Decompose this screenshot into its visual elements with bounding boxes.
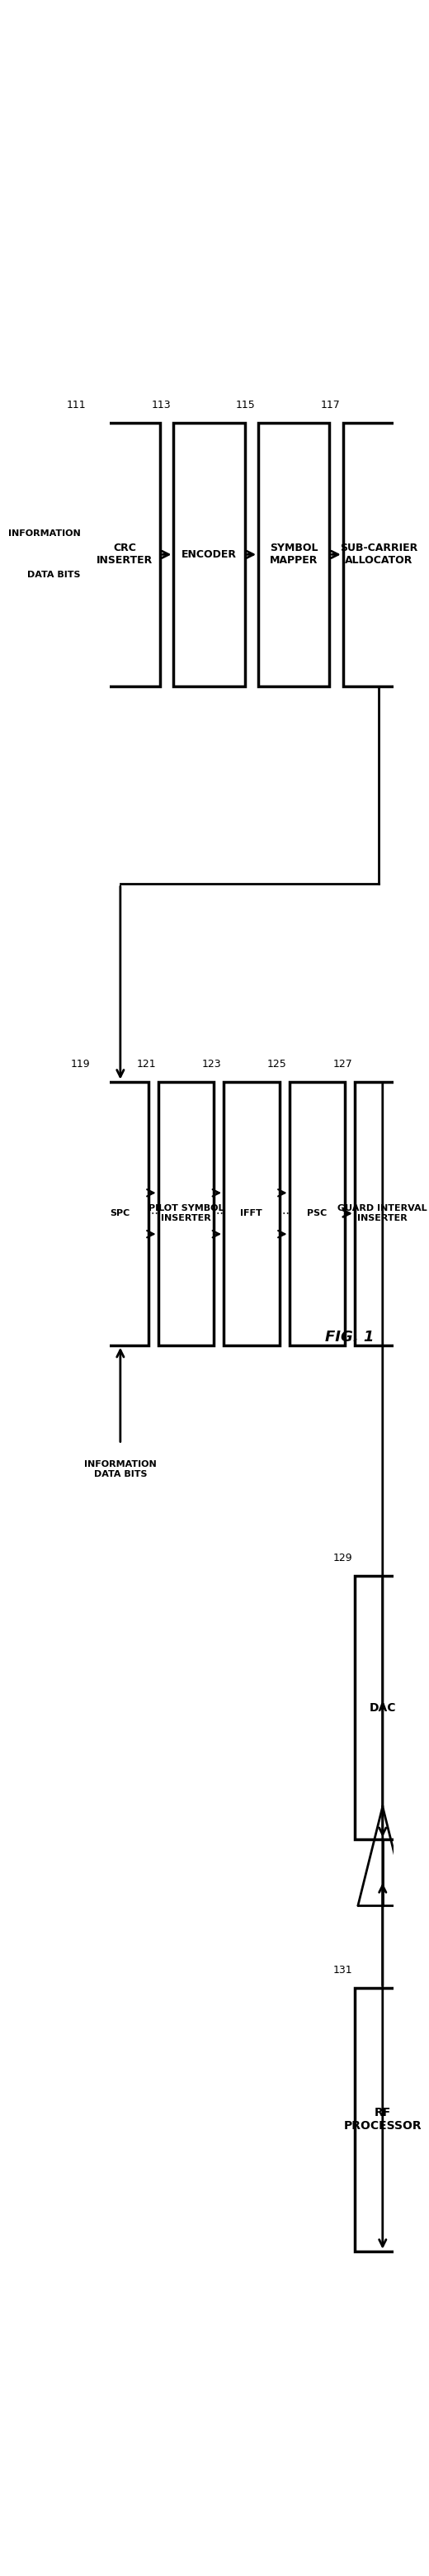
Bar: [258, 422, 329, 685]
Text: 115: 115: [236, 399, 256, 410]
Text: 121: 121: [136, 1059, 156, 1069]
Text: INFORMATION: INFORMATION: [8, 531, 81, 538]
Text: 131: 131: [333, 1965, 353, 1976]
Bar: [343, 422, 414, 685]
Bar: [355, 1082, 411, 1345]
Bar: [89, 422, 160, 685]
Text: SUB-CARRIER
ALLOCATOR: SUB-CARRIER ALLOCATOR: [340, 544, 417, 567]
Text: 113: 113: [151, 399, 171, 410]
Bar: [93, 1082, 148, 1345]
Text: INFORMATION
DATA BITS: INFORMATION DATA BITS: [84, 1461, 157, 1479]
Bar: [289, 1082, 345, 1345]
Text: PSC: PSC: [307, 1208, 327, 1218]
Text: PILOT SYMBOL
INSERTER: PILOT SYMBOL INSERTER: [148, 1206, 224, 1224]
Bar: [158, 1082, 214, 1345]
Text: ENCODER: ENCODER: [181, 549, 237, 559]
Text: 125: 125: [267, 1059, 287, 1069]
Text: IFFT: IFFT: [240, 1208, 263, 1218]
Text: 111: 111: [66, 399, 86, 410]
Text: FIG. 1: FIG. 1: [325, 1329, 375, 1345]
Bar: [355, 1989, 411, 2251]
Text: 117: 117: [320, 399, 340, 410]
Text: 129: 129: [333, 1553, 353, 1564]
Bar: [224, 1082, 279, 1345]
Text: SPC: SPC: [110, 1208, 130, 1218]
Bar: [174, 422, 245, 685]
Text: 119: 119: [71, 1059, 90, 1069]
Text: DAC: DAC: [369, 1703, 396, 1713]
Text: CRC
INSERTER: CRC INSERTER: [96, 544, 153, 567]
Text: DATA BITS: DATA BITS: [27, 572, 81, 580]
Text: GUARD INTERVAL
INSERTER: GUARD INTERVAL INSERTER: [338, 1206, 427, 1224]
Text: SYMBOL
MAPPER: SYMBOL MAPPER: [270, 544, 318, 567]
Text: RF
PROCESSOR: RF PROCESSOR: [344, 2107, 422, 2133]
Bar: [355, 1577, 411, 1839]
Text: 123: 123: [202, 1059, 221, 1069]
Text: 127: 127: [333, 1059, 353, 1069]
